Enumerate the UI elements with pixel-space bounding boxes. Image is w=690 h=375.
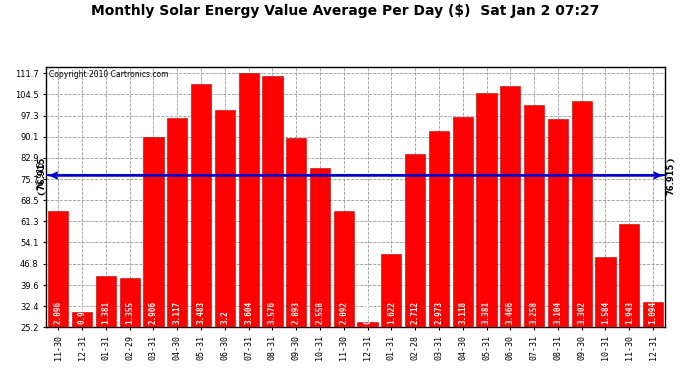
Bar [72,312,92,327]
Text: 2.712: 2.712 [411,301,420,324]
Bar [643,302,663,327]
Text: 1.355: 1.355 [125,301,134,324]
Text: 1.622: 1.622 [387,301,396,324]
Text: 3.302: 3.302 [578,301,586,324]
Text: 2.558: 2.558 [315,301,324,324]
Bar [167,117,188,327]
Text: 3.104: 3.104 [553,301,562,324]
Bar [382,254,402,327]
Text: 1.381: 1.381 [101,301,110,324]
Bar [144,137,164,327]
Bar [334,211,354,327]
Text: 3.258: 3.258 [530,301,539,324]
Text: 3.483: 3.483 [197,301,206,324]
Bar [571,101,592,327]
Text: 76.915❩: 76.915❩ [666,156,675,195]
Bar [405,154,425,327]
Bar [548,119,568,327]
Text: 3.604: 3.604 [244,301,253,324]
Bar [119,278,140,327]
Bar [191,84,211,327]
Text: 2.893: 2.893 [292,301,301,324]
Bar [96,276,116,327]
Bar [310,168,330,327]
Text: 3.2: 3.2 [220,310,229,324]
Text: 1.584: 1.584 [601,301,610,324]
Text: Copyright 2010 Cartronics.com: Copyright 2010 Cartronics.com [50,70,169,80]
Bar [262,76,282,327]
Bar [357,322,377,327]
Text: 3.466: 3.466 [506,301,515,324]
Text: 0.868: 0.868 [363,301,372,324]
Bar [239,73,259,327]
Bar [619,225,640,327]
Text: 3.117: 3.117 [172,301,181,324]
Text: 3.381: 3.381 [482,301,491,324]
Bar [500,86,520,327]
Text: 3.576: 3.576 [268,301,277,324]
Bar [595,257,615,327]
Text: 2.973: 2.973 [435,301,444,324]
Text: 3.118: 3.118 [458,301,467,324]
Bar [48,210,68,327]
Text: 2.906: 2.906 [149,301,158,324]
Text: 1.943: 1.943 [624,301,634,324]
Text: 0.987: 0.987 [77,301,86,324]
Bar [215,110,235,327]
Bar [476,93,497,327]
Text: ❨76.915: ❨76.915 [36,156,46,195]
Text: 1.094: 1.094 [649,301,658,324]
Text: 2.092: 2.092 [339,301,348,324]
Text: Monthly Solar Energy Value Average Per Day ($)  Sat Jan 2 07:27: Monthly Solar Energy Value Average Per D… [91,4,599,18]
Bar [286,138,306,327]
Bar [453,117,473,327]
Bar [524,105,544,327]
Text: 2.096: 2.096 [54,301,63,324]
Bar [429,130,449,327]
